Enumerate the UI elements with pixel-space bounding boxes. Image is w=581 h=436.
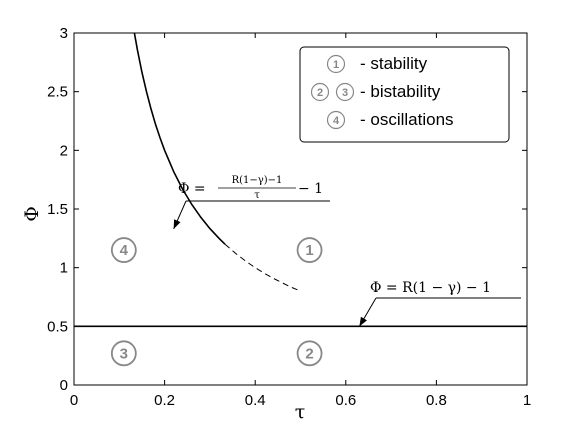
annotation-1-lhs: Φ = bbox=[178, 181, 206, 197]
y-tick-label: 3 bbox=[60, 25, 68, 42]
annotation-1-numerator: R(1−γ)−1 bbox=[232, 175, 283, 186]
x-axis-label: τ bbox=[295, 401, 306, 423]
y-tick-label: 0 bbox=[60, 377, 68, 394]
annotation-1-rhs: − 1 bbox=[298, 181, 323, 197]
legend-box bbox=[299, 46, 510, 143]
legend-marker-label-4: 4 bbox=[333, 115, 340, 127]
legend-marker-label-2: 2 bbox=[317, 87, 323, 99]
annotation-1-denominator: τ bbox=[254, 190, 260, 201]
x-tick-label: 0.8 bbox=[426, 392, 447, 409]
axis-ticks: 0 0.2 0.4 0.6 0.8 1 0 0.5 1 1.5 2 2.5 3 bbox=[47, 25, 531, 409]
legend-marker-4 bbox=[326, 110, 346, 130]
region-label-2: 2 bbox=[305, 345, 313, 362]
x-tick-label: 0.4 bbox=[245, 392, 266, 409]
legend: 1 - stability 2 3 - bistability 4 - oscillatio… bbox=[299, 46, 510, 143]
region-marker-1 bbox=[296, 237, 323, 263]
legend-entry-label: - bistability bbox=[360, 82, 441, 101]
x-tick-label: 0 bbox=[70, 392, 78, 409]
legend-marker-1 bbox=[326, 54, 346, 74]
legend-marker-label-1: 1 bbox=[333, 59, 339, 71]
annotation-2-text: Φ = R(1 − γ) − 1 bbox=[370, 280, 491, 296]
region-marker-3 bbox=[110, 340, 137, 367]
annotation-1-arrowhead bbox=[173, 219, 181, 229]
region-label-3: 3 bbox=[120, 345, 128, 362]
legend-entry-label: - oscillations bbox=[360, 110, 454, 129]
legend-marker-2 bbox=[310, 82, 330, 102]
x-tick-label: 1 bbox=[523, 392, 531, 409]
y-axis-label: Φ bbox=[21, 206, 43, 222]
region-marker-4 bbox=[110, 237, 137, 263]
x-tick-label: 0.2 bbox=[154, 392, 175, 409]
y-tick-label: 1 bbox=[60, 260, 68, 277]
y-tick-label: 2.5 bbox=[47, 84, 68, 101]
legend-marker-3 bbox=[335, 82, 355, 102]
legend-marker-label-3: 3 bbox=[342, 87, 348, 99]
annotation-2-arrowhead bbox=[359, 316, 367, 327]
x-tick-label: 0.6 bbox=[335, 392, 356, 409]
legend-entry-label: - stability bbox=[360, 54, 428, 73]
y-tick-label: 2 bbox=[60, 142, 68, 159]
y-tick-label: 1.5 bbox=[47, 201, 68, 218]
annotations: Φ = R(1−γ)−1 τ − 1 Φ = R(1 − γ) − 1 bbox=[173, 175, 521, 327]
y-tick-label: 0.5 bbox=[47, 318, 68, 335]
region-label-1: 1 bbox=[305, 242, 313, 259]
region-marker-2 bbox=[296, 340, 323, 367]
region-label-4: 4 bbox=[120, 242, 129, 259]
plot-content: 4 1 3 2 bbox=[74, 32, 527, 367]
series-line-2 bbox=[224, 243, 301, 292]
series-line-1 bbox=[133, 32, 226, 245]
